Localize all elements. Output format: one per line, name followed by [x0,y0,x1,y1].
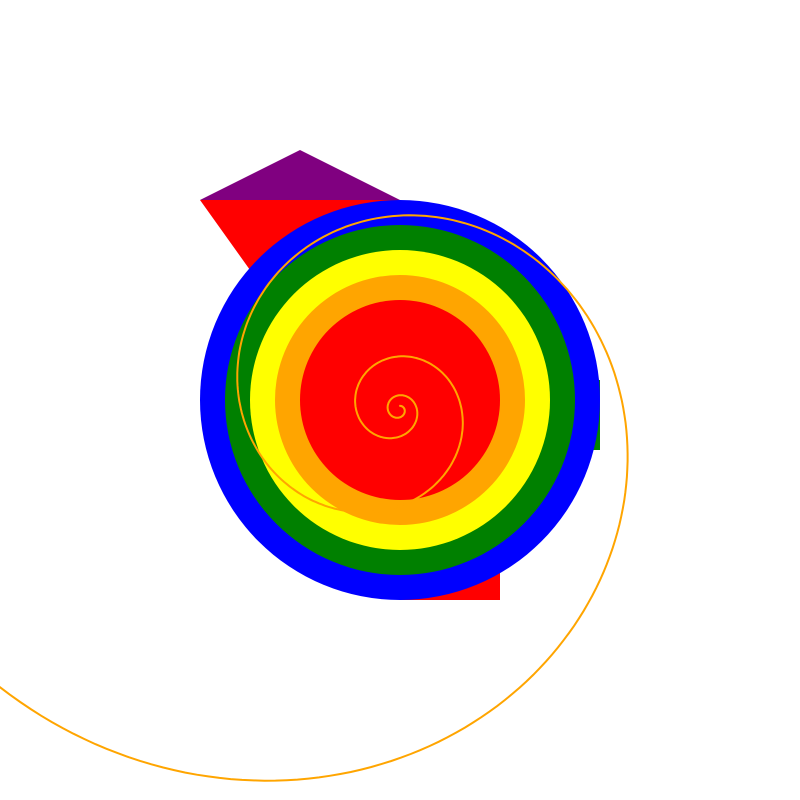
orange-spiral [0,214,629,782]
purple-triangle [200,150,400,200]
ring-red [300,300,500,500]
